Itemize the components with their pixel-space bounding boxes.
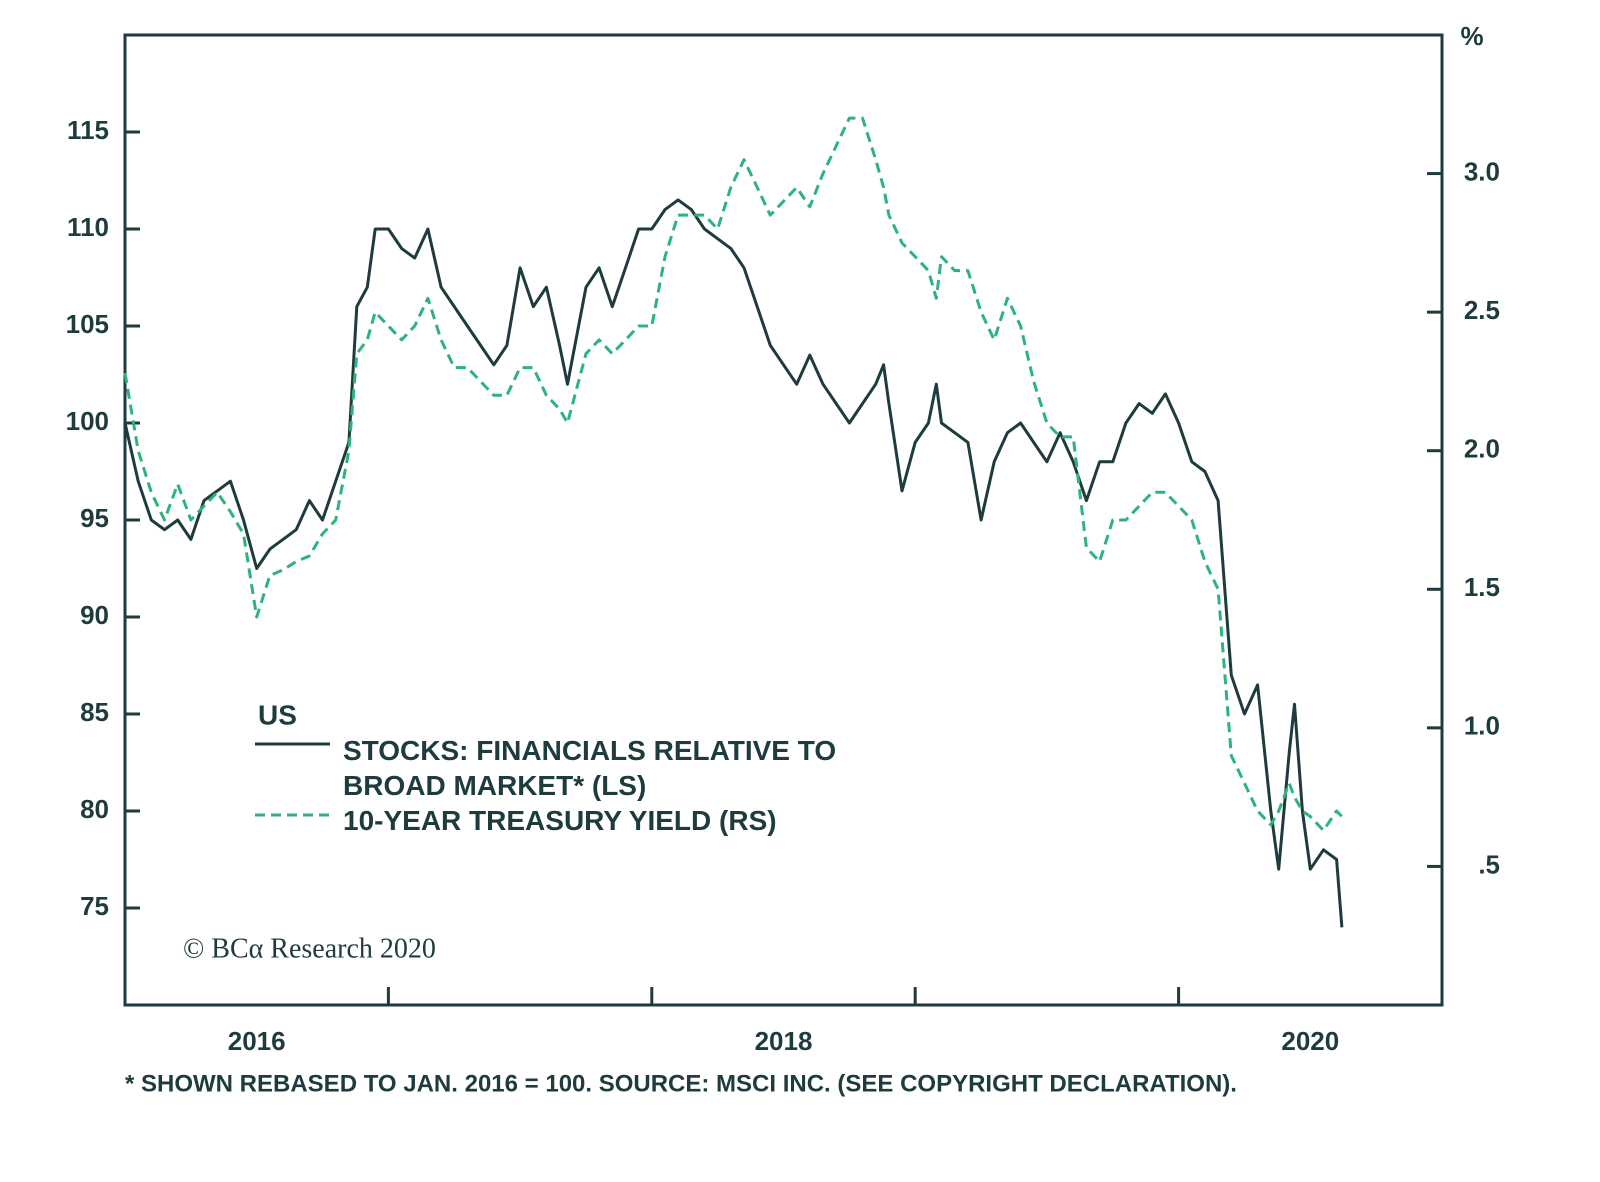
y-tick-label: 105 [66,309,109,339]
y-tick-label: 95 [80,503,109,533]
y2-tick-label: .5 [1478,849,1500,879]
y-tick-label: 110 [67,212,109,242]
y-tick-label: 115 [67,115,109,145]
legend-title: US [258,699,297,730]
y2-axis-label: % [1460,21,1483,51]
x-tick-label: 2020 [1281,1026,1339,1056]
credit: © BCα Research 2020 [183,933,436,964]
y-tick-label: 75 [80,891,109,921]
y-tick-label: 100 [66,406,109,436]
y2-tick-label: 3.0 [1464,156,1500,186]
y2-tick-label: 2.5 [1464,295,1500,325]
y-tick-label: 80 [80,794,109,824]
x-tick-label: 2016 [228,1026,286,1056]
legend-label: STOCKS: FINANCIALS RELATIVE TO BROAD MAR… [343,735,837,801]
y2-tick-label: 1.5 [1464,572,1500,602]
series-line [123,198,1344,928]
y-tick-label: 85 [80,697,109,727]
y-tick-label: 90 [80,600,109,630]
legend-label: 10-YEAR TREASURY YIELD (RS) [343,805,777,836]
x-tick-label: 2018 [755,1026,813,1056]
series-line [123,116,1343,832]
y2-tick-label: 1.0 [1464,711,1500,741]
y2-tick-label: 2.0 [1464,434,1500,464]
footnote: * SHOWN REBASED TO JAN. 2016 = 100. SOUR… [125,1070,1237,1097]
